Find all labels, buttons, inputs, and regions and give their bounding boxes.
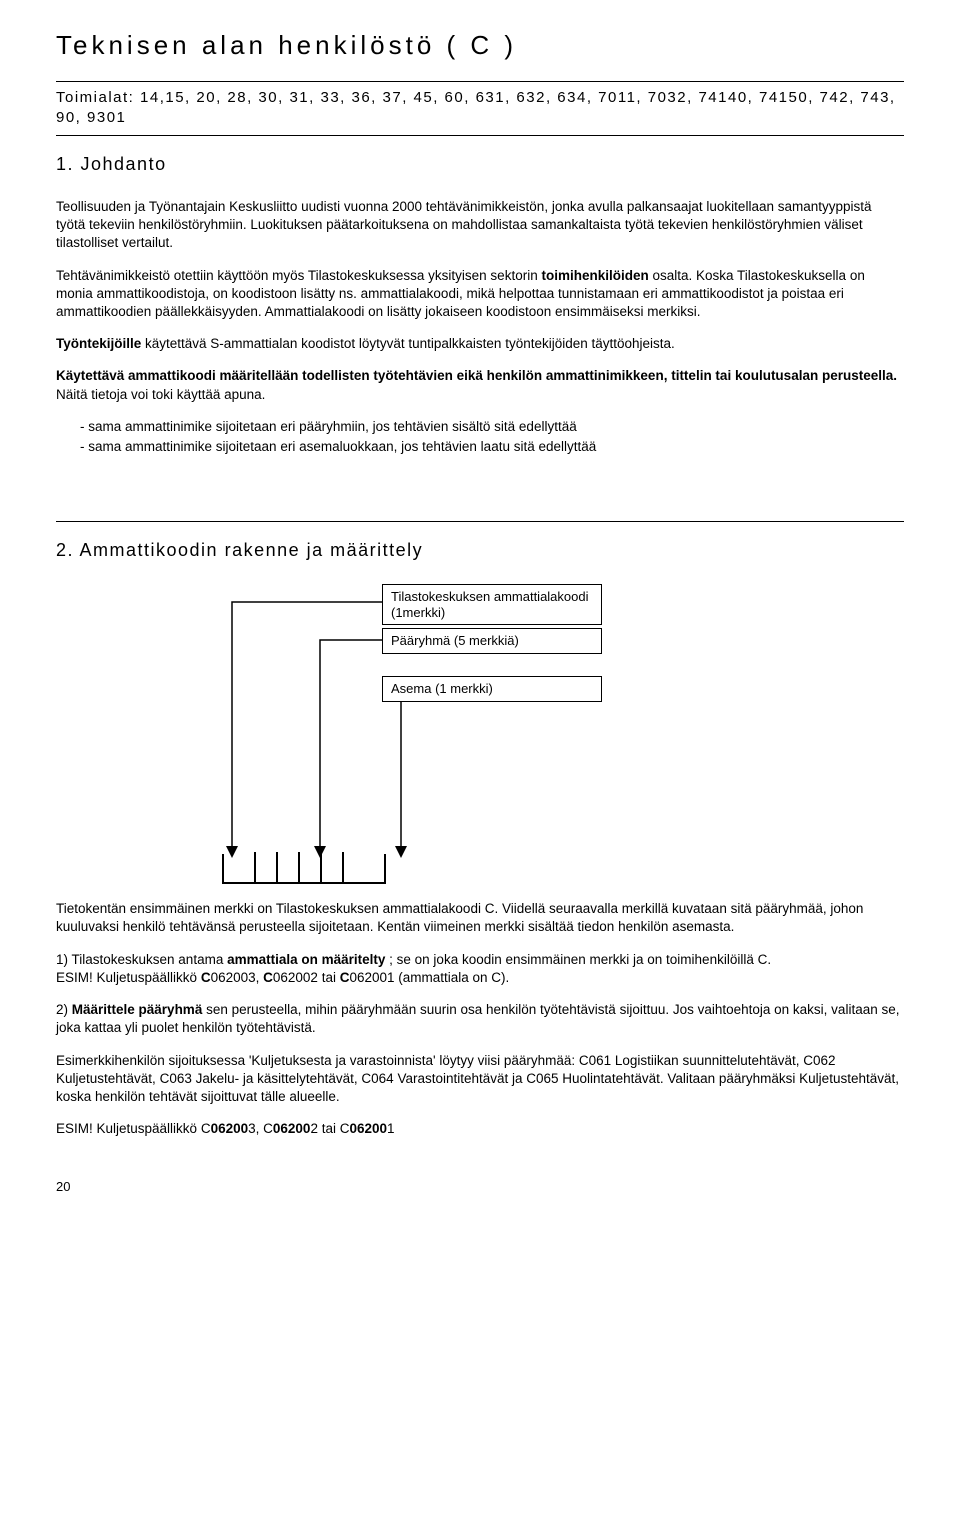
section1-heading: 1. Johdanto — [56, 152, 904, 176]
text: käytettävä S-ammattialan koodistot löyty… — [141, 336, 675, 351]
bold-text: 06200 — [273, 1121, 311, 1136]
divider — [56, 81, 904, 82]
bullet-list: - sama ammattinimike sijoitetaan eri pää… — [80, 418, 904, 456]
code-structure-diagram: Tilastokeskuksen ammattialakoodi (1merkk… — [256, 584, 776, 884]
example-paragraph: Esimerkkihenkilön sijoituksessa 'Kuljetu… — [56, 1052, 904, 1107]
bold-text: Määrittele pääryhmä — [72, 1002, 203, 1017]
text: 1 — [387, 1121, 395, 1136]
intro-paragraph-4: Käytettävä ammattikoodi määritellään tod… — [56, 367, 904, 403]
text: 062003, — [211, 970, 264, 985]
text: 1) Tilastokeskuksen antama — [56, 952, 227, 967]
bold-text: Käytettävä ammattikoodi määritellään tod… — [56, 368, 897, 383]
esim-line: ESIM! Kuljetuspäällikkö C062003, C062002… — [56, 1120, 904, 1138]
page-number: 20 — [56, 1178, 904, 1196]
bold-text: C — [263, 970, 273, 985]
diagram-box-asema: Asema (1 merkki) — [382, 676, 602, 702]
bold-text: C — [340, 970, 350, 985]
text: 062002 tai — [273, 970, 340, 985]
section2-heading: 2. Ammattikoodin rakenne ja määrittely — [56, 538, 904, 562]
text: Näitä tietoja voi toki käyttää apuna. — [56, 387, 265, 402]
text: 2 tai C — [310, 1121, 349, 1136]
bold-text: toimihenkilöiden — [541, 268, 648, 283]
divider — [56, 521, 904, 522]
diagram-box-paaryhma: Pääryhmä (5 merkkiä) — [382, 628, 602, 654]
bold-text: ammattiala on määritelty — [227, 952, 385, 967]
comb-tick — [254, 852, 256, 882]
intro-paragraph-1: Teollisuuden ja Työnantajain Keskusliitt… — [56, 198, 904, 253]
diagram-comb — [222, 854, 386, 884]
text: 2) — [56, 1002, 72, 1017]
step2-paragraph: 2) Määrittele pääryhmä sen perusteella, … — [56, 1001, 904, 1037]
comb-tick — [320, 852, 322, 882]
text: ESIM! Kuljetuspäällikkö — [56, 970, 201, 985]
page-title: Teknisen alan henkilöstö ( C ) — [56, 28, 904, 63]
list-item: - sama ammattinimike sijoitetaan eri ase… — [80, 438, 904, 456]
step1-paragraph: 1) Tilastokeskuksen antama ammattiala on… — [56, 951, 904, 987]
comb-tick — [276, 852, 278, 882]
text: Tehtävänimikkeistö otettiin käyttöön myö… — [56, 268, 541, 283]
text: 062001 (ammattiala on C). — [349, 970, 509, 985]
intro-paragraph-3: Työntekijöille käytettävä S-ammattialan … — [56, 335, 904, 353]
comb-tick — [298, 852, 300, 882]
divider — [56, 135, 904, 136]
intro-paragraph-2: Tehtävänimikkeistö otettiin käyttöön myö… — [56, 267, 904, 322]
list-item: - sama ammattinimike sijoitetaan eri pää… — [80, 418, 904, 436]
text: 3, C — [248, 1121, 273, 1136]
text: ; se on joka koodin ensimmäinen merkki j… — [385, 952, 771, 967]
bold-text: 06200 — [211, 1121, 249, 1136]
bold-text: 06200 — [349, 1121, 387, 1136]
text: ESIM! Kuljetuspäällikkö C — [56, 1121, 211, 1136]
bold-text: C — [201, 970, 211, 985]
explain-fields: Tietokentän ensimmäinen merkki on Tilast… — [56, 900, 904, 936]
diagram-box-ammattialakoodi: Tilastokeskuksen ammattialakoodi (1merkk… — [382, 584, 602, 625]
bold-text: Työntekijöille — [56, 336, 141, 351]
comb-tick — [342, 852, 344, 882]
toimialat-line: Toimialat: 14,15, 20, 28, 30, 31, 33, 36… — [56, 88, 904, 129]
